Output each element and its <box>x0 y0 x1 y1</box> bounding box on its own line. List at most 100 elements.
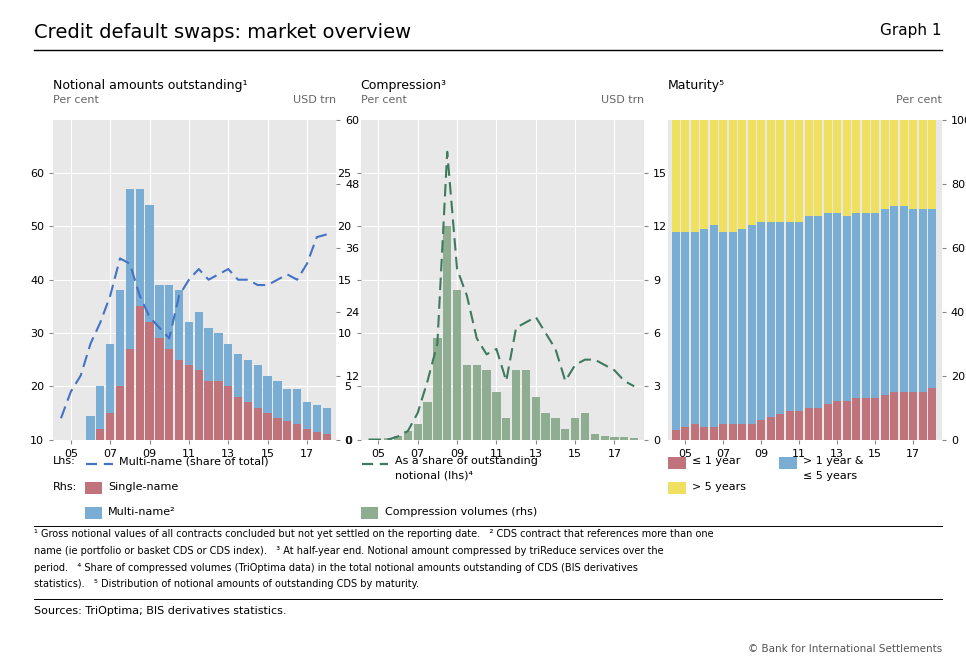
Bar <box>146 205 154 322</box>
Text: USD trn: USD trn <box>294 95 336 105</box>
Bar <box>273 418 281 493</box>
Bar <box>146 322 154 493</box>
Bar <box>919 392 926 440</box>
Bar <box>909 392 918 440</box>
Bar <box>194 312 203 370</box>
Text: Lhs:: Lhs: <box>53 456 76 466</box>
Bar <box>413 424 422 440</box>
Bar <box>891 206 898 392</box>
Bar <box>852 212 861 398</box>
Bar <box>264 413 271 493</box>
Bar <box>185 322 193 365</box>
Bar <box>126 189 134 349</box>
Text: Multi-name²: Multi-name² <box>108 507 176 517</box>
Bar <box>97 386 104 429</box>
Text: ≤ 5 years: ≤ 5 years <box>804 471 858 481</box>
Text: As a share of outstanding: As a share of outstanding <box>395 456 538 466</box>
Bar <box>700 427 708 440</box>
Bar <box>214 381 222 493</box>
Bar <box>738 120 747 228</box>
Bar <box>805 120 812 216</box>
Bar <box>777 414 784 440</box>
Bar <box>805 216 812 408</box>
Bar <box>313 432 321 493</box>
Bar <box>205 328 213 381</box>
Bar <box>472 365 481 440</box>
Bar <box>116 290 125 386</box>
Text: © Bank for International Settlements: © Bank for International Settlements <box>748 644 942 654</box>
Bar <box>194 370 203 493</box>
Bar <box>453 290 461 440</box>
Bar <box>824 120 832 212</box>
Bar <box>135 189 144 306</box>
Bar <box>404 431 412 440</box>
Bar <box>881 120 889 209</box>
Bar <box>881 209 889 395</box>
Bar <box>302 429 311 493</box>
Text: Rhs:: Rhs: <box>53 482 77 492</box>
Bar <box>205 381 213 493</box>
Bar <box>214 333 222 381</box>
Bar <box>116 386 125 493</box>
Bar <box>254 408 262 493</box>
Bar <box>175 290 184 360</box>
Text: Credit default swaps: market overview: Credit default swaps: market overview <box>34 23 411 43</box>
Bar <box>720 120 727 232</box>
Text: Multi-name (share of total): Multi-name (share of total) <box>119 456 269 466</box>
Bar <box>909 120 918 209</box>
Bar <box>165 285 173 349</box>
Bar <box>185 365 193 493</box>
Text: USD trn: USD trn <box>601 95 644 105</box>
Bar <box>323 434 330 493</box>
Bar <box>710 120 718 225</box>
Bar <box>795 120 804 222</box>
Bar <box>531 397 540 440</box>
Bar <box>757 120 765 222</box>
Bar <box>862 398 869 440</box>
Bar <box>433 338 441 440</box>
Bar <box>891 120 898 206</box>
Bar <box>748 120 755 225</box>
Bar <box>512 370 521 440</box>
Bar <box>283 389 292 421</box>
Bar <box>552 418 559 440</box>
Bar <box>234 397 242 493</box>
Bar <box>834 120 841 212</box>
Bar <box>881 395 889 440</box>
Bar <box>293 424 301 493</box>
Text: Compression³: Compression³ <box>360 79 446 93</box>
Bar <box>243 360 252 402</box>
Bar <box>834 212 841 401</box>
Bar <box>767 417 775 440</box>
Bar <box>785 222 794 411</box>
Bar <box>630 438 639 440</box>
Bar <box>522 370 530 440</box>
Text: Per cent: Per cent <box>896 95 942 105</box>
Bar <box>126 349 134 493</box>
Bar <box>264 376 271 413</box>
Bar <box>824 404 832 440</box>
Bar <box>76 456 85 493</box>
Bar <box>795 222 804 411</box>
Bar <box>224 344 233 386</box>
Bar <box>384 438 392 440</box>
Bar <box>671 430 680 440</box>
Text: ¹ Gross notional values of all contracts concluded but not yet settled on the re: ¹ Gross notional values of all contracts… <box>34 529 714 539</box>
Bar <box>542 413 550 440</box>
Bar <box>671 232 680 430</box>
Bar <box>97 429 104 493</box>
Bar <box>720 232 727 424</box>
Bar <box>928 120 936 209</box>
Bar <box>728 232 737 424</box>
Bar <box>681 427 690 440</box>
Bar <box>67 456 75 464</box>
Bar <box>871 212 879 398</box>
Bar <box>224 386 233 493</box>
Bar <box>738 228 747 424</box>
Bar <box>86 442 95 493</box>
Bar <box>710 225 718 427</box>
Bar <box>842 120 851 216</box>
Bar <box>919 120 926 209</box>
Bar <box>273 381 281 418</box>
Bar <box>795 411 804 440</box>
